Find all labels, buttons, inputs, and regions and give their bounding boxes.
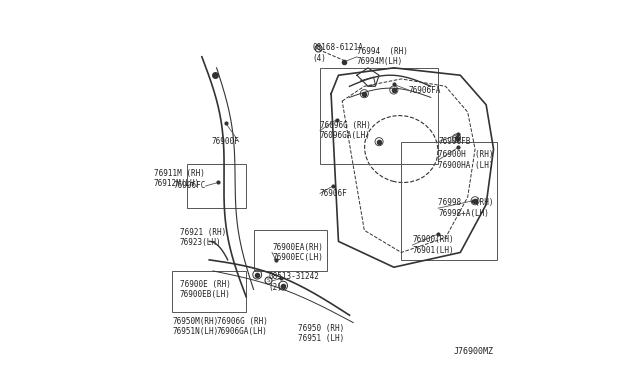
Text: 76950 (RH)
76951 (LH): 76950 (RH) 76951 (LH) <box>298 324 344 343</box>
Text: 76998   (RH)
76998+A(LH): 76998 (RH) 76998+A(LH) <box>438 198 493 218</box>
Text: 76921 (RH)
76923(LH): 76921 (RH) 76923(LH) <box>180 228 226 247</box>
Text: 08168-6121A
(4): 08168-6121A (4) <box>312 44 364 63</box>
Text: 76900H  (RH)
76900HA (LH): 76900H (RH) 76900HA (LH) <box>438 150 493 170</box>
Text: 76900EA(RH)
76900EC(LH): 76900EA(RH) 76900EC(LH) <box>272 243 323 262</box>
Text: 76900F: 76900F <box>211 137 239 146</box>
Text: 76906F: 76906F <box>320 189 348 198</box>
Text: 76994  (RH)
76994M(LH): 76994 (RH) 76994M(LH) <box>357 47 408 67</box>
Text: S: S <box>266 278 270 283</box>
Text: 76096G (RH)
76096GA(LH): 76096G (RH) 76096GA(LH) <box>320 121 371 140</box>
Text: 76900(RH)
76901(LH): 76900(RH) 76901(LH) <box>412 235 454 255</box>
Text: S: S <box>316 45 320 50</box>
Text: 76906FA: 76906FA <box>408 86 441 94</box>
Text: 76906FB: 76906FB <box>438 137 470 146</box>
Text: 76906G (RH)
76906GA(LH): 76906G (RH) 76906GA(LH) <box>216 317 268 336</box>
Text: J76900MZ: J76900MZ <box>454 347 493 356</box>
Text: 76906FC: 76906FC <box>173 182 205 190</box>
Text: 76900E (RH)
76900EB(LH): 76900E (RH) 76900EB(LH) <box>180 280 230 299</box>
Text: 76950M(RH)
76951N(LH): 76950M(RH) 76951N(LH) <box>172 317 219 336</box>
Text: 08513-31242
(2): 08513-31242 (2) <box>268 272 319 292</box>
Text: 76911M (RH)
76912M(LH): 76911M (RH) 76912M(LH) <box>154 169 205 188</box>
